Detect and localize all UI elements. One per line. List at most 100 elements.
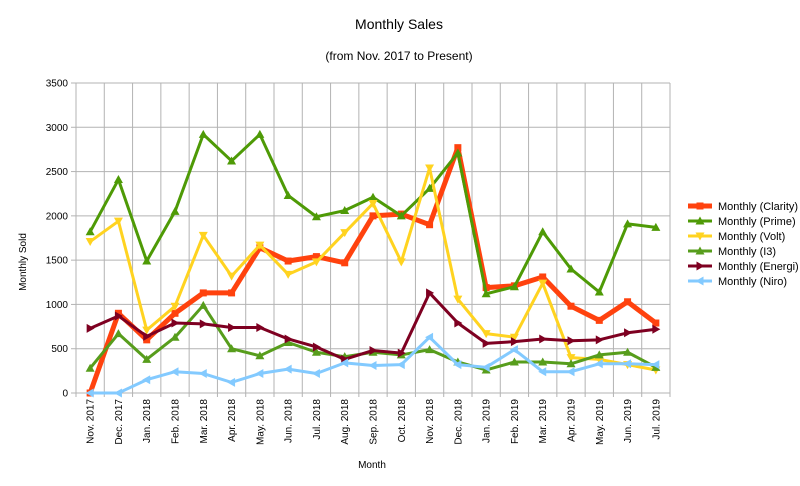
data-point (85, 388, 94, 398)
x-tick-label: Apr. 2018 (227, 399, 238, 442)
y-tick-label: 2000 (46, 211, 69, 222)
x-tick-label: Jul. 2019 (651, 399, 662, 440)
y-tick-label: 1000 (46, 300, 69, 311)
data-point (199, 319, 208, 329)
data-point (369, 212, 377, 220)
data-point (651, 222, 661, 231)
legend-label: Monthly (Prime) (718, 216, 796, 228)
data-point (510, 337, 519, 347)
data-point (227, 377, 236, 387)
data-point (312, 253, 320, 261)
data-point (509, 345, 518, 355)
legend: Monthly (Clarity) Monthly (Prime) Monthly … (688, 201, 799, 288)
data-point (426, 288, 435, 298)
data-point (567, 302, 575, 310)
legend-item: Monthly (Energi) (688, 261, 799, 273)
x-tick-label: Jul. 2018 (312, 399, 323, 440)
data-point (566, 354, 576, 363)
data-point (623, 347, 633, 356)
data-point (509, 282, 519, 291)
x-tick-label: Dec. 2018 (453, 399, 464, 445)
x-tick-label: Dec. 2017 (114, 399, 125, 445)
series-group (85, 129, 661, 398)
data-point (368, 361, 377, 371)
data-point (113, 388, 122, 398)
data-point (340, 229, 350, 238)
data-point (509, 357, 519, 366)
y-tick-label: 3500 (46, 79, 69, 90)
data-point (142, 354, 152, 363)
legend-swatch-marker (695, 216, 705, 225)
data-point (538, 357, 548, 366)
data-point (142, 375, 151, 385)
y-tick-label: 0 (62, 389, 68, 400)
data-point (368, 192, 378, 201)
data-point (170, 302, 180, 311)
data-point (539, 273, 547, 281)
data-point (113, 329, 123, 338)
legend-swatch-marker (695, 246, 705, 255)
data-point (624, 328, 633, 338)
data-point (199, 289, 207, 297)
x-tick-label: Feb. 2018 (171, 399, 182, 444)
data-point (369, 345, 378, 355)
data-point (86, 323, 95, 333)
data-point (481, 289, 491, 298)
data-point (396, 258, 406, 267)
data-point (142, 256, 152, 265)
legend-item: Monthly (Niro) (688, 276, 787, 288)
legend-swatch-marker (695, 232, 705, 241)
data-point (425, 183, 435, 192)
data-point (143, 331, 152, 341)
chart-subtitle: (from Nov. 2017 to Present) (325, 49, 472, 63)
series-monthly-energi (86, 288, 661, 364)
data-point (425, 332, 434, 342)
data-point (227, 344, 237, 353)
x-tick-label: Feb. 2019 (510, 399, 521, 444)
data-point (85, 227, 95, 236)
data-point (255, 369, 264, 379)
data-point (113, 217, 123, 226)
data-point (652, 319, 660, 327)
data-point (396, 360, 405, 370)
data-point (284, 257, 292, 265)
data-point (198, 369, 207, 379)
data-point (85, 238, 95, 247)
data-point (284, 334, 293, 344)
data-point (311, 258, 321, 267)
data-point (567, 336, 576, 346)
data-point (652, 324, 661, 334)
data-point (256, 322, 265, 332)
legend-label: Monthly (Energi) (718, 261, 799, 273)
data-point (283, 364, 292, 374)
data-point (143, 336, 151, 344)
data-point (114, 311, 123, 321)
data-point (566, 367, 575, 377)
legend-label: Monthly (Niro) (718, 276, 787, 288)
data-point (312, 342, 321, 352)
data-point (340, 206, 350, 215)
data-point (453, 148, 463, 157)
data-point (228, 322, 237, 332)
data-point (170, 332, 180, 341)
data-point (453, 360, 462, 370)
legend-label: Monthly (Clarity) (718, 201, 798, 213)
legend-item: Monthly (I3) (688, 246, 776, 258)
x-tick-label: Jun. 2018 (284, 399, 295, 443)
x-tick-label: Jan. 2019 (482, 399, 493, 443)
data-point (311, 347, 321, 356)
legend-label: Monthly (I3) (718, 246, 776, 258)
data-point (255, 129, 265, 138)
data-point (283, 338, 293, 347)
data-point (566, 264, 576, 273)
x-tick-label: Sep. 2018 (369, 399, 380, 445)
data-point (171, 318, 180, 328)
x-tick-label: Aug. 2018 (340, 399, 351, 445)
x-tick-label: Jan. 2018 (142, 399, 153, 443)
data-point (142, 326, 152, 335)
series-monthly-prime (85, 129, 661, 298)
legend-item: Monthly (Volt) (688, 231, 785, 243)
data-point (255, 351, 265, 360)
